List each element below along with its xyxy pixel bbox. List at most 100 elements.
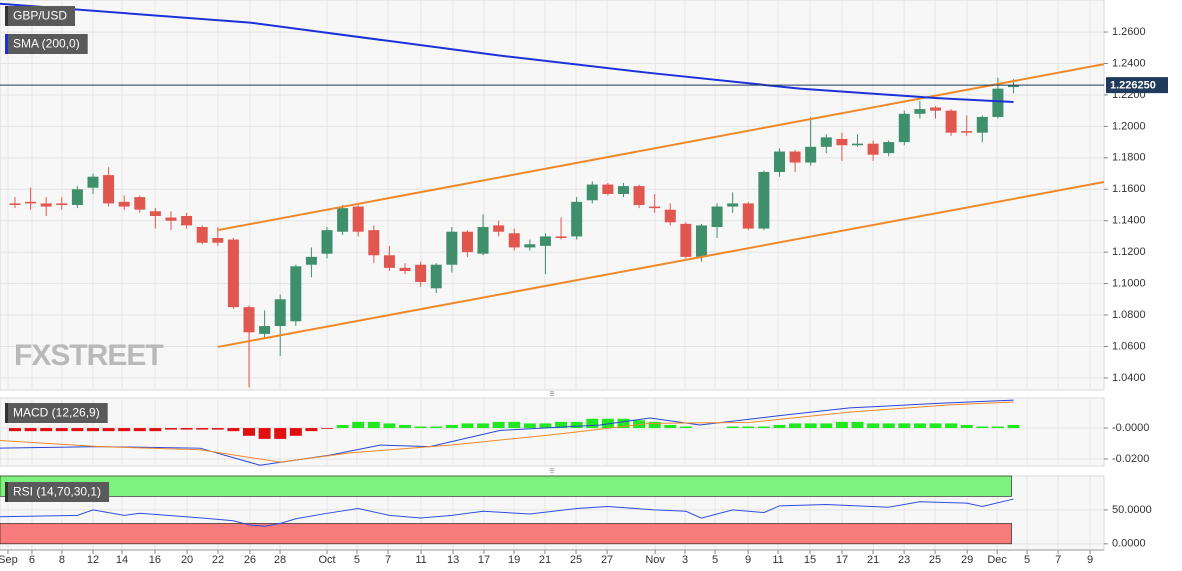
histogram-bar xyxy=(898,423,911,429)
x-tick-label: 7 xyxy=(1055,554,1061,566)
candle-body xyxy=(9,203,21,205)
histogram-bar xyxy=(289,428,302,436)
panel-handle[interactable]: ≡ xyxy=(549,465,554,475)
histogram-bar xyxy=(523,423,536,429)
x-tick-label: 9 xyxy=(745,554,751,566)
x-tick-label: 21 xyxy=(867,554,879,566)
histogram-bar xyxy=(461,423,474,429)
histogram-bar xyxy=(196,428,209,430)
histogram-bar xyxy=(86,428,99,432)
histogram-bar xyxy=(789,423,802,429)
candle-body xyxy=(789,151,801,163)
histogram-bar xyxy=(133,428,146,432)
histogram-bar xyxy=(211,428,224,430)
candle-body xyxy=(898,113,910,143)
candle-body xyxy=(477,226,489,254)
candle-body xyxy=(867,143,879,155)
y-tick-label: 1.2000 xyxy=(1112,120,1146,132)
candle-body xyxy=(664,209,676,223)
candle-body xyxy=(680,223,692,257)
histogram-bar xyxy=(820,423,833,429)
candle-body xyxy=(961,131,973,133)
histogram-bar xyxy=(976,426,989,429)
histogram-bar xyxy=(882,423,895,429)
candle-body xyxy=(820,137,832,147)
histogram-bar xyxy=(757,426,770,429)
y-tick-label: 1.0600 xyxy=(1112,340,1146,352)
histogram-bar xyxy=(726,426,739,429)
candle-body xyxy=(321,230,333,254)
x-tick-label: 25 xyxy=(570,554,582,566)
panel-handle[interactable]: ≡ xyxy=(549,388,554,398)
histogram-bar xyxy=(1007,424,1020,429)
histogram-bar xyxy=(149,428,162,432)
x-tick-label: 20 xyxy=(181,554,193,566)
histogram-bar xyxy=(305,428,318,432)
candle-body xyxy=(773,151,785,172)
candle-body xyxy=(586,184,598,201)
y-tick-label: -0.0000 xyxy=(1112,422,1149,434)
label-stripe xyxy=(5,6,8,26)
candle-body xyxy=(149,211,161,216)
candle-body xyxy=(352,206,364,232)
y-tick-label: 1.2600 xyxy=(1112,26,1146,38)
candle-body xyxy=(493,225,505,232)
sma-line xyxy=(0,2,1014,104)
x-tick-label: 6 xyxy=(29,554,35,566)
trend-line xyxy=(217,63,1105,232)
histogram-bar xyxy=(648,421,661,429)
oversold-band xyxy=(0,523,1012,545)
histogram-bar xyxy=(773,424,786,429)
y-tick-label: 1.2400 xyxy=(1112,57,1146,69)
x-tick-label: 5 xyxy=(354,554,360,566)
histogram-bar xyxy=(352,421,365,429)
candle-body xyxy=(508,233,520,248)
candle-body xyxy=(399,267,411,272)
candle-body xyxy=(243,307,255,333)
label-box xyxy=(5,34,88,54)
candle-body xyxy=(883,142,895,154)
x-tick-label: 28 xyxy=(274,554,286,566)
histogram-bar xyxy=(617,418,630,429)
candle-body xyxy=(446,231,458,265)
candle-body xyxy=(555,236,567,238)
x-tick-label: 23 xyxy=(898,554,910,566)
histogram-bar xyxy=(960,424,973,429)
histogram-bar xyxy=(367,421,380,429)
watermark: FXSTREET xyxy=(14,339,163,372)
candle-body xyxy=(181,215,193,226)
candle-body xyxy=(1008,85,1020,88)
candle-body xyxy=(259,326,271,334)
histogram-bar xyxy=(867,423,880,429)
x-tick-label: 8 xyxy=(59,554,65,566)
candle-body xyxy=(461,231,473,253)
histogram-bar xyxy=(742,426,755,429)
candle-body xyxy=(602,184,614,194)
candle-body xyxy=(118,201,130,207)
candle-body xyxy=(227,239,239,308)
x-tick-label: 3 xyxy=(682,554,688,566)
candle-body xyxy=(727,203,739,207)
label-text: RSI (14,70,30,1) xyxy=(13,485,101,499)
x-tick-label: 13 xyxy=(447,554,459,566)
histogram-bar xyxy=(71,428,84,432)
histogram-bar xyxy=(164,428,177,430)
histogram-bar xyxy=(835,421,848,429)
y-tick-label: 50.0000 xyxy=(1112,504,1152,516)
candle-body xyxy=(929,107,941,111)
x-tick-label: 14 xyxy=(116,554,128,566)
x-tick-label: 22 xyxy=(212,554,224,566)
x-tick-label: 9 xyxy=(1087,554,1093,566)
histogram-bar xyxy=(118,428,131,432)
histogram-bar xyxy=(945,423,958,429)
candle-body xyxy=(992,88,1004,117)
y-tick-label: 0.0000 xyxy=(1112,538,1146,550)
candle-body xyxy=(290,266,302,322)
y-tick-label: 1.0400 xyxy=(1112,372,1146,384)
histogram-bar xyxy=(336,424,349,429)
x-tick-label: 16 xyxy=(149,554,161,566)
candle-body xyxy=(539,236,551,246)
x-tick-label: 15 xyxy=(804,554,816,566)
candle-body xyxy=(305,256,317,265)
candle-body xyxy=(56,203,68,205)
